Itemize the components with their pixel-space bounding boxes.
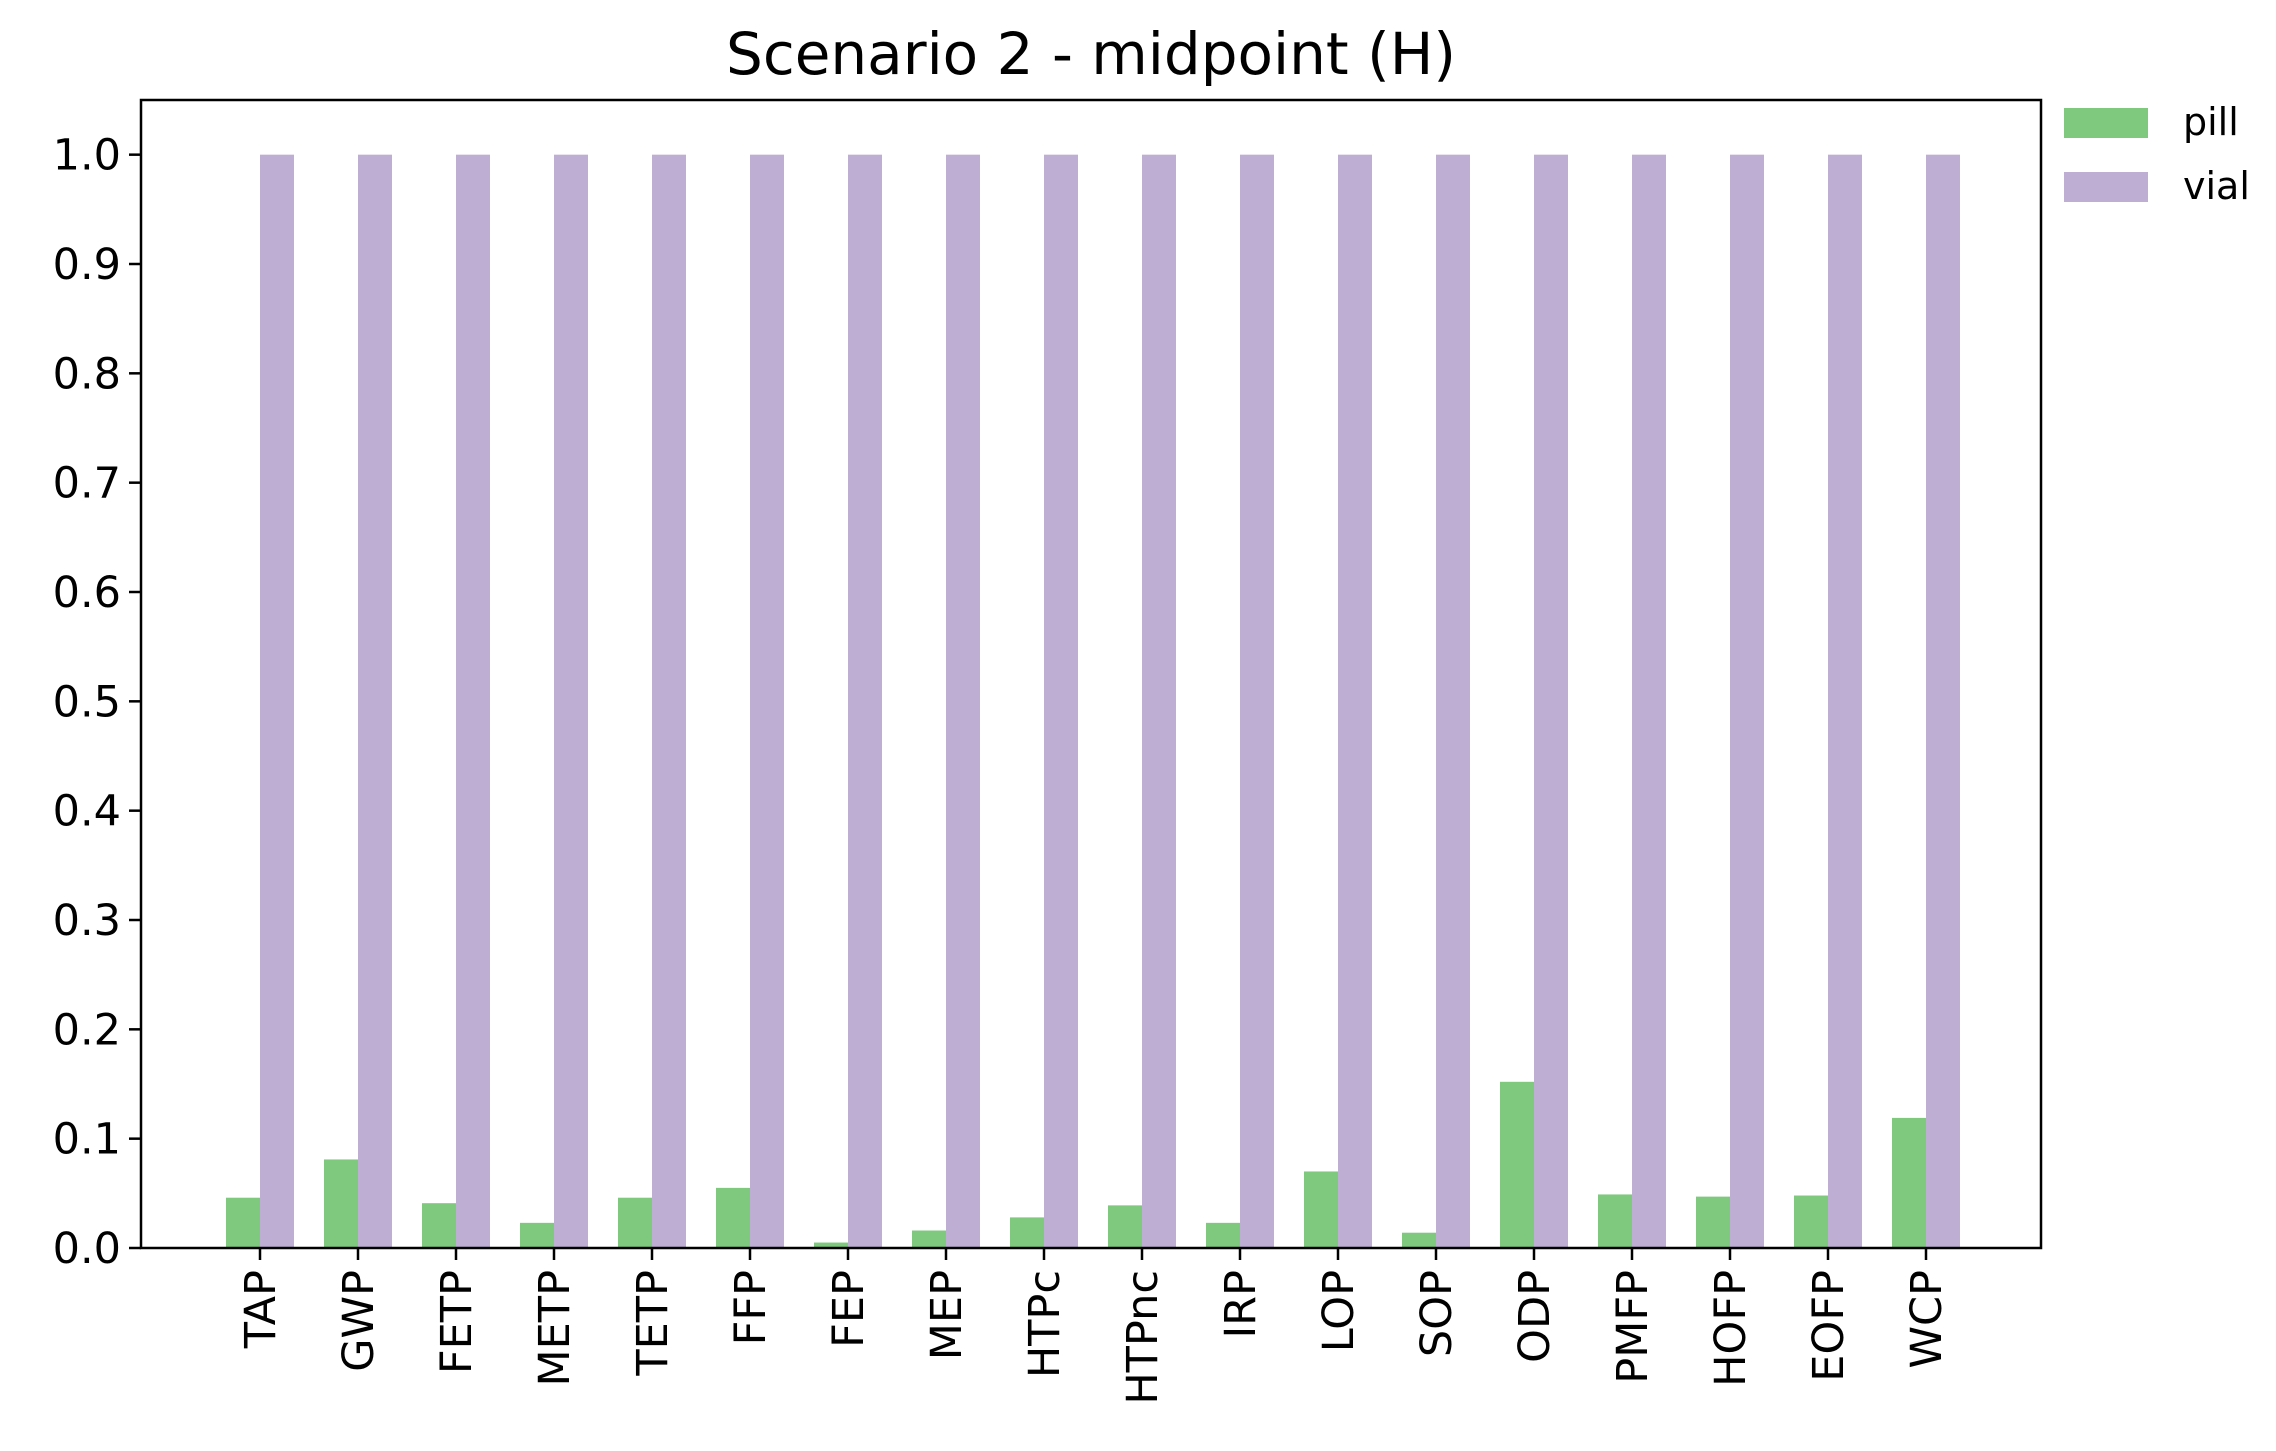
- y-tick-label: 1.0: [53, 131, 121, 181]
- x-tick-label-MEP: MEP: [922, 1270, 972, 1360]
- y-tick-label: 0.5: [53, 677, 121, 727]
- bar-pill-PMFP: [1598, 1194, 1632, 1248]
- x-tick-label-FEP: FEP: [824, 1270, 874, 1348]
- bar-pill-IRP: [1206, 1222, 1240, 1248]
- legend-label-pill: pill: [2183, 100, 2239, 144]
- x-tick-label-PMFP: PMFP: [1608, 1270, 1658, 1384]
- bar-vial-PMFP: [1632, 154, 1666, 1249]
- x-tick-label-SOP: SOP: [1412, 1270, 1462, 1357]
- bar-vial-MEP: [946, 154, 980, 1249]
- x-tick-label-HOFP: HOFP: [1706, 1270, 1756, 1387]
- y-tick-label: 0.4: [53, 787, 121, 837]
- bar-vial-EOFP: [1828, 154, 1862, 1249]
- bar-vial-ODP: [1534, 154, 1568, 1249]
- bar-pill-EOFP: [1794, 1195, 1828, 1248]
- bars-group: [226, 154, 1960, 1249]
- legend-swatch-vial: [2064, 172, 2148, 202]
- x-tick-label-GWP: GWP: [334, 1270, 384, 1372]
- y-tick-label: 0.8: [53, 349, 121, 399]
- bar-pill-TAP: [226, 1197, 260, 1248]
- x-tick-label-IRP: IRP: [1216, 1270, 1266, 1339]
- bar-vial-HTPc: [1044, 154, 1078, 1249]
- x-tick-label-FFP: FFP: [726, 1270, 776, 1345]
- bar-vial-SOP: [1436, 154, 1470, 1249]
- x-tick-label-METP: METP: [530, 1270, 580, 1386]
- bar-vial-TAP: [260, 154, 294, 1249]
- bar-vial-FEP: [848, 154, 882, 1249]
- y-tick-label: 0.9: [53, 240, 121, 290]
- y-tick-label: 0.0: [53, 1224, 121, 1274]
- bar-vial-GWP: [358, 154, 392, 1249]
- bar-vial-METP: [554, 154, 588, 1249]
- y-tick-label: 0.2: [53, 1005, 121, 1055]
- x-tick-label-FETP: FETP: [432, 1270, 482, 1374]
- x-axis: TAP GWP FETP METP TETP FFP FEP MEP HTPc HTPnc IRP L…: [236, 1248, 1952, 1405]
- bar-vial-LOP: [1338, 154, 1372, 1249]
- chart-title: Scenario 2 - midpoint (H): [726, 20, 1456, 88]
- y-tick-label: 0.6: [53, 568, 121, 618]
- bar-pill-MEP: [912, 1230, 946, 1248]
- bar-pill-FETP: [422, 1203, 456, 1248]
- bar-vial-HTPnc: [1142, 154, 1176, 1249]
- bar-vial-IRP: [1240, 154, 1274, 1249]
- bar-vial-FETP: [456, 154, 490, 1249]
- plot-frame: [139, 98, 2043, 1250]
- bar-vial-HOFP: [1730, 154, 1764, 1249]
- bar-vial-WCP: [1926, 154, 1960, 1249]
- bar-pill-FEP: [814, 1242, 848, 1248]
- x-tick-label-ODP: ODP: [1510, 1270, 1560, 1363]
- legend: pill vial: [2064, 100, 2250, 208]
- x-tick-label-EOFP: EOFP: [1804, 1270, 1854, 1382]
- y-tick-label: 0.1: [53, 1115, 121, 1165]
- bar-pill-HOFP: [1696, 1196, 1730, 1248]
- x-tick-label-TAP: TAP: [236, 1270, 286, 1349]
- bar-pill-GWP: [324, 1159, 358, 1248]
- bar-pill-METP: [520, 1222, 554, 1248]
- x-tick-label-HTPc: HTPc: [1020, 1270, 1070, 1378]
- legend-label-vial: vial: [2183, 164, 2250, 208]
- bar-pill-SOP: [1402, 1232, 1436, 1248]
- bar-vial-TETP: [652, 154, 686, 1249]
- bar-pill-HTPc: [1010, 1217, 1044, 1248]
- bar-pill-WCP: [1892, 1117, 1926, 1248]
- bar-pill-TETP: [618, 1197, 652, 1248]
- y-axis: 0.0 0.1 0.2 0.3 0.4 0.5 0.6 0.7 0.8 0.9 1.0: [53, 131, 141, 1274]
- x-tick-label-TETP: TETP: [628, 1270, 678, 1377]
- x-tick-label-LOP: LOP: [1314, 1270, 1364, 1352]
- bar-pill-LOP: [1304, 1171, 1338, 1248]
- x-tick-label-WCP: WCP: [1902, 1270, 1952, 1368]
- bar-pill-HTPnc: [1108, 1205, 1142, 1248]
- y-tick-label: 0.3: [53, 896, 121, 946]
- x-tick-label-HTPnc: HTPnc: [1118, 1270, 1168, 1405]
- y-tick-label: 0.7: [53, 459, 121, 509]
- bar-pill-ODP: [1500, 1081, 1534, 1248]
- legend-swatch-pill: [2064, 108, 2148, 138]
- bar-vial-FFP: [750, 154, 784, 1249]
- bar-pill-FFP: [716, 1187, 750, 1248]
